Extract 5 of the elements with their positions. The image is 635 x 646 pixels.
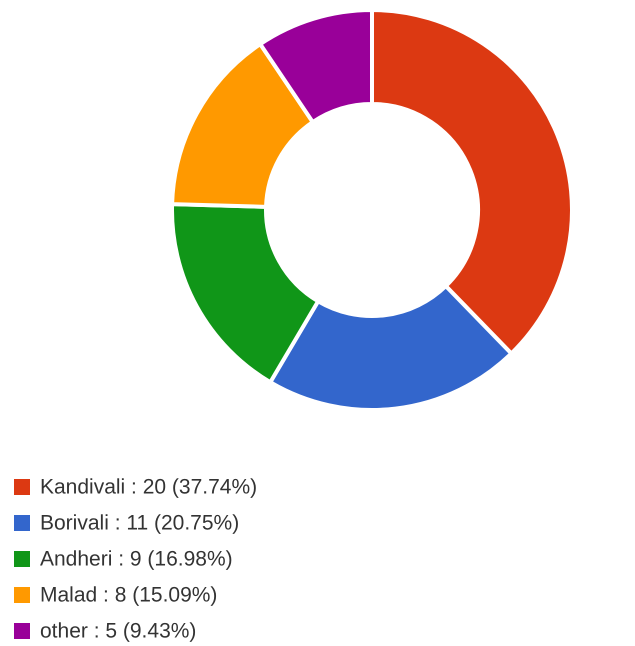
legend-label: Kandivali : 20 (37.74%) [40, 476, 258, 498]
legend-label: Borivali : 11 (20.75%) [40, 512, 240, 534]
legend-label: Andheri : 9 (16.98%) [40, 548, 233, 570]
legend-label: Malad : 8 (15.09%) [40, 584, 218, 606]
legend-label: other : 5 (9.43%) [40, 620, 196, 642]
